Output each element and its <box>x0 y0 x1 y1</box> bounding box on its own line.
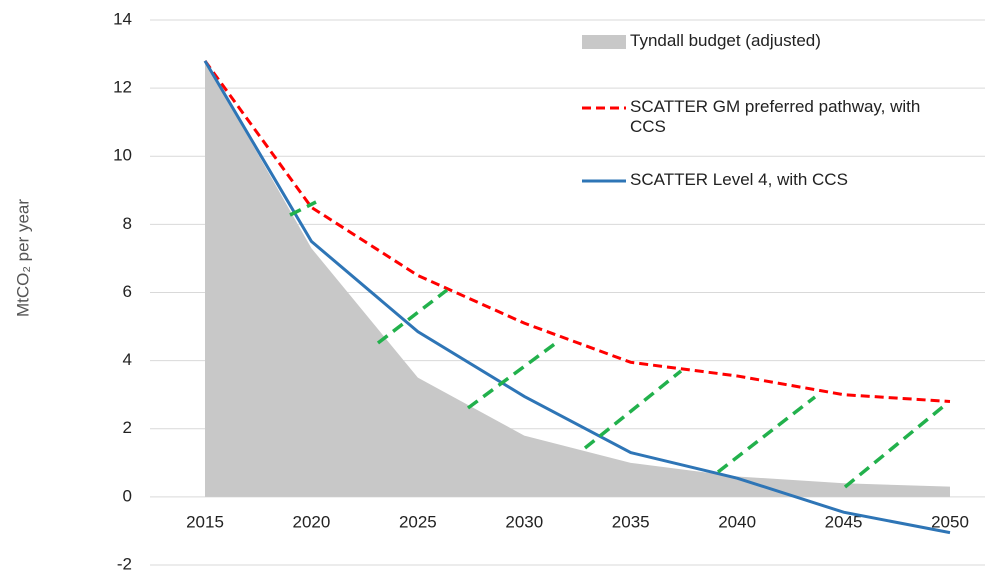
x-tick-label: 2025 <box>399 512 437 531</box>
hatch-line <box>843 403 947 489</box>
plot <box>203 59 951 535</box>
y-tick-label: 0 <box>123 486 132 505</box>
hatch-line <box>466 341 558 410</box>
x-tick-label: 2035 <box>612 512 650 531</box>
y-tick-label: -2 <box>117 554 132 572</box>
legend-entry: SCATTER GM preferred pathway, with CCS <box>630 97 921 136</box>
y-tick-label: 8 <box>123 214 132 233</box>
y-tick-label: 12 <box>113 78 132 97</box>
x-tick-label: 2050 <box>931 512 969 531</box>
legend-label: SCATTER GM preferred pathway, with CCS <box>630 97 921 136</box>
x-tick-label: 2045 <box>825 512 863 531</box>
legend-label: SCATTER Level 4, with CCS <box>630 170 848 189</box>
x-tick-label: 2015 <box>186 512 224 531</box>
hatch-line <box>376 288 449 345</box>
y-tick-label: 2 <box>123 418 132 437</box>
area <box>205 60 950 497</box>
legend-entry: Tyndall budget (adjusted) <box>630 31 821 50</box>
legend-label: Tyndall budget (adjusted) <box>630 31 821 50</box>
line <box>203 59 951 403</box>
y-tick-label: 6 <box>123 282 132 301</box>
line <box>203 60 951 535</box>
x-tick-label: 2020 <box>293 512 331 531</box>
hatch-line <box>716 395 817 474</box>
y-axis-label: MtCO₂ per year <box>13 199 32 317</box>
y-tick-label: 10 <box>113 146 132 165</box>
y-tick-label: 4 <box>123 350 132 369</box>
annotation-hatch <box>289 200 947 489</box>
legend: Tyndall budget (adjusted) SCATTER GM pref… <box>582 31 921 189</box>
x-tick-label: 2040 <box>718 512 756 531</box>
hatch-line <box>583 369 683 450</box>
legend-swatch <box>582 35 626 49</box>
hatch-line <box>289 200 317 217</box>
x-tick-label: 2030 <box>505 512 543 531</box>
y-tick-label: 14 <box>113 9 132 28</box>
grid: -2 0 2 4 6 8 10 12 14 2015 2020 2025 2030 2035 2040 204… <box>113 9 985 573</box>
legend-entry: SCATTER Level 4, with CCS <box>630 170 848 189</box>
